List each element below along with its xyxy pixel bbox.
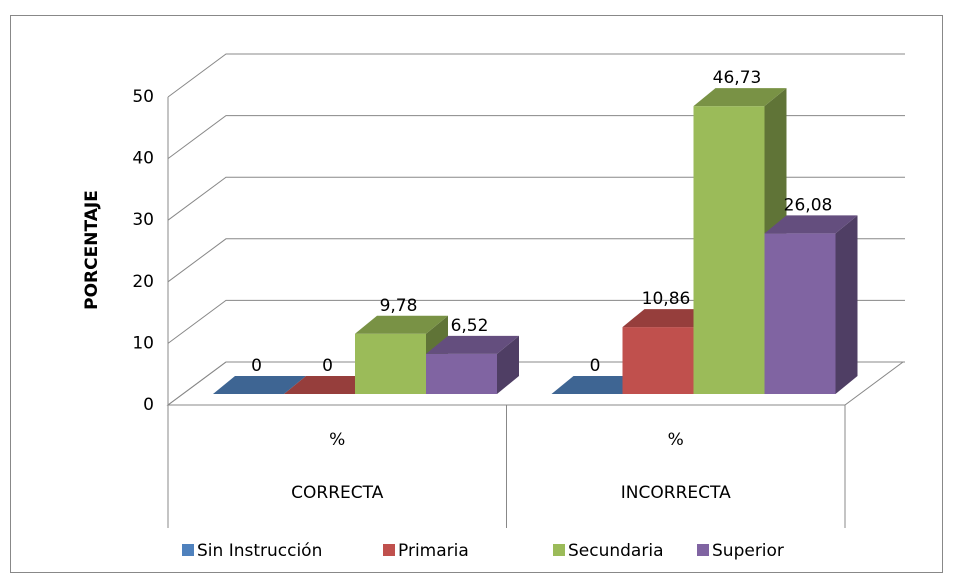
category-group-label: INCORRECTA <box>621 483 731 503</box>
y-tick-label: 10 <box>132 333 154 353</box>
bar <box>764 215 858 394</box>
bar <box>284 376 377 394</box>
data-label: 10,86 <box>642 289 691 309</box>
bar-front <box>764 233 836 394</box>
data-label: 0 <box>251 356 262 376</box>
bar <box>551 376 645 394</box>
bar-front <box>355 333 426 394</box>
legend-swatch <box>182 544 194 556</box>
bar-top <box>764 215 858 234</box>
x-tick-label: % <box>668 430 684 450</box>
bar-front <box>693 106 765 395</box>
grid-line <box>167 238 905 283</box>
y-tick-label: 0 <box>143 395 154 415</box>
bar <box>213 376 306 394</box>
bar-top <box>426 335 519 354</box>
bar-side <box>835 215 858 394</box>
data-label: 46,73 <box>713 68 762 88</box>
y-tick-label: 20 <box>132 272 154 292</box>
y-tick-label: 30 <box>132 210 154 230</box>
legend-swatch <box>697 544 709 556</box>
legend-label: Superior <box>712 541 784 561</box>
bar-front <box>426 353 497 394</box>
grid-line <box>167 115 905 160</box>
bar-top <box>213 376 306 394</box>
y-tick-label: 40 <box>132 149 154 169</box>
data-label: 26,08 <box>784 195 833 215</box>
x-tick-label: % <box>329 430 345 450</box>
grid-line <box>167 176 905 221</box>
bar-top <box>551 376 645 394</box>
bar-top <box>693 88 787 107</box>
legend-label: Primaria <box>398 541 469 561</box>
data-label: 0 <box>590 356 601 376</box>
data-label: 0 <box>322 356 333 376</box>
data-label: 6,52 <box>451 316 489 336</box>
bar-top <box>355 315 448 334</box>
legend-swatch <box>383 544 395 556</box>
legend-swatch <box>553 544 565 556</box>
category-group-label: CORRECTA <box>291 483 384 503</box>
data-label: 9,78 <box>380 296 418 316</box>
bar-top <box>622 309 716 328</box>
y-axis-label: PORCENTAJE <box>82 190 102 310</box>
bar-top <box>284 376 377 394</box>
y-tick-label: 50 <box>132 87 154 107</box>
bar <box>426 335 519 394</box>
bar-front <box>622 327 694 394</box>
bar-side <box>497 335 519 394</box>
grid-line <box>167 53 905 98</box>
legend-label: Secundaria <box>568 541 663 561</box>
legend-label: Sin Instrucción <box>197 541 322 561</box>
grid-line <box>167 299 905 344</box>
